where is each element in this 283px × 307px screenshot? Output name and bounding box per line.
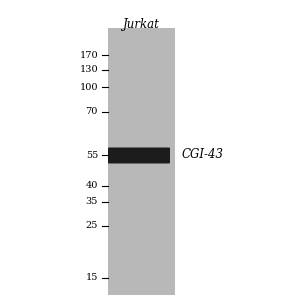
Text: 100: 100	[80, 83, 98, 91]
Text: 170: 170	[79, 50, 98, 60]
Text: 130: 130	[79, 65, 98, 75]
Bar	[108, 28, 175, 295]
Text: 70: 70	[86, 107, 98, 116]
Text: 25: 25	[86, 221, 98, 231]
Text: 40: 40	[86, 181, 98, 191]
Text: 35: 35	[86, 197, 98, 207]
FancyBboxPatch shape	[108, 147, 170, 164]
Text: CGI-43: CGI-43	[182, 149, 224, 161]
Text: 55: 55	[86, 150, 98, 160]
Text: Jurkat: Jurkat	[123, 18, 159, 31]
Text: 15: 15	[86, 274, 98, 282]
